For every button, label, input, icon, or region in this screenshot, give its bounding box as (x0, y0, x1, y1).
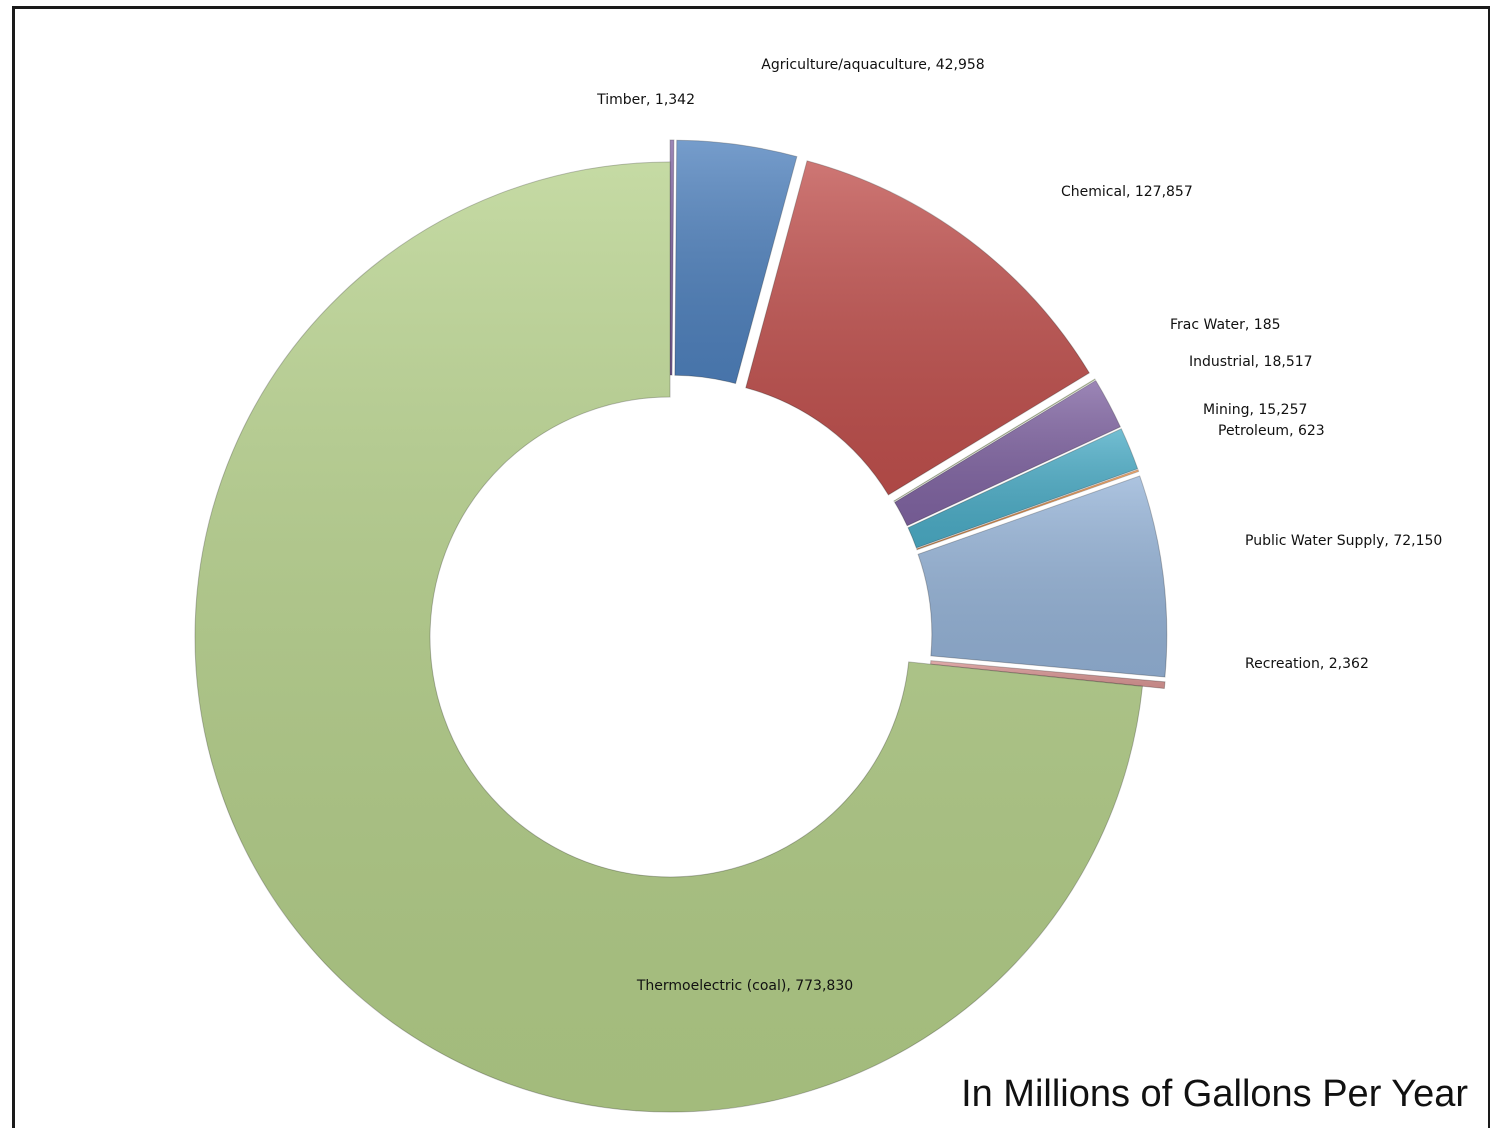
slice-shade-chemical (745, 160, 1090, 495)
chart-frame: Timber, 1,342 Agriculture/aquaculture, 42… (12, 6, 1490, 1128)
slice-shade-frac-water (893, 379, 1096, 502)
label-frac-water: Frac Water, 185 (1170, 317, 1281, 333)
labels-group: Timber, 1,342 Agriculture/aquaculture, 42… (596, 57, 1442, 994)
slice-shade-public-water-supply (918, 476, 1167, 677)
label-public-water-supply: Public Water Supply, 72,150 (1245, 533, 1442, 549)
slice-shade-thermoelectric-coal (194, 162, 1143, 1112)
label-chemical: Chemical, 127,857 (1061, 184, 1193, 200)
label-timber: Timber, 1,342 (596, 92, 695, 108)
slice-shade-agriculture-aquaculture (674, 140, 797, 384)
label-industrial: Industrial, 18,517 (1189, 354, 1313, 370)
slice-shade-petroleum (916, 469, 1139, 550)
units-caption: In Millions of Gallons Per Year (961, 1073, 1468, 1115)
slice-shade-mining (908, 428, 1138, 548)
label-recreation: Recreation, 2,362 (1245, 656, 1369, 672)
label-petroleum: Petroleum, 623 (1218, 423, 1325, 439)
slices-group (194, 139, 1168, 1113)
doughnut-chart: Timber, 1,342 Agriculture/aquaculture, 42… (194, 57, 1442, 1113)
slice-shade-timber (670, 140, 674, 376)
label-thermoelectric-coal: Thermoelectric (coal), 773,830 (636, 978, 853, 994)
label-agriculture-aquaculture: Agriculture/aquaculture, 42,958 (761, 57, 984, 73)
slice-shade-industrial (894, 380, 1121, 526)
label-mining: Mining, 15,257 (1203, 402, 1307, 418)
slice-shade-recreation (930, 660, 1165, 689)
